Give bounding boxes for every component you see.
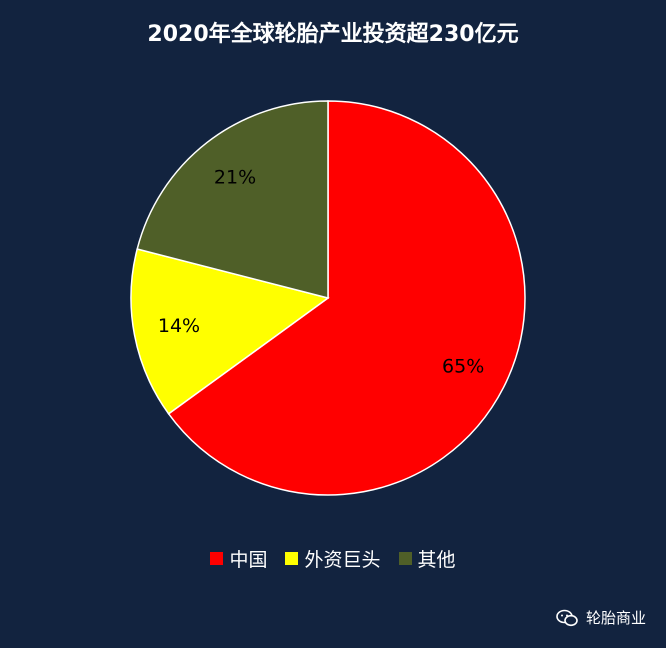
watermark-text: 轮胎商业 [585,609,646,627]
legend-swatch-china [210,552,224,565]
legend-label-china: 中国 [229,549,268,571]
label-foreign: 14% [158,315,200,337]
legend-swatch-other [398,552,412,565]
slice-foreign [130,248,330,415]
legend-swatch-foreign [285,552,299,565]
label-other: 21% [214,167,256,189]
slice-china [167,100,526,496]
legend-label-other: 其他 [417,549,456,571]
legend: 中国 外资巨头 其他 [0,545,666,572]
legend-item-china: 中国 [210,545,267,572]
wechat-icon [556,609,578,626]
watermark: 轮胎商业 [556,607,646,628]
slice-other [136,100,329,299]
legend-item-foreign: 外资巨头 [285,545,381,572]
legend-item-other: 其他 [398,545,456,572]
legend-label-foreign: 外资巨头 [304,549,381,571]
label-china: 65% [442,355,484,377]
chart-title: 2020年全球轮胎产业投资超230亿元 [147,22,519,47]
